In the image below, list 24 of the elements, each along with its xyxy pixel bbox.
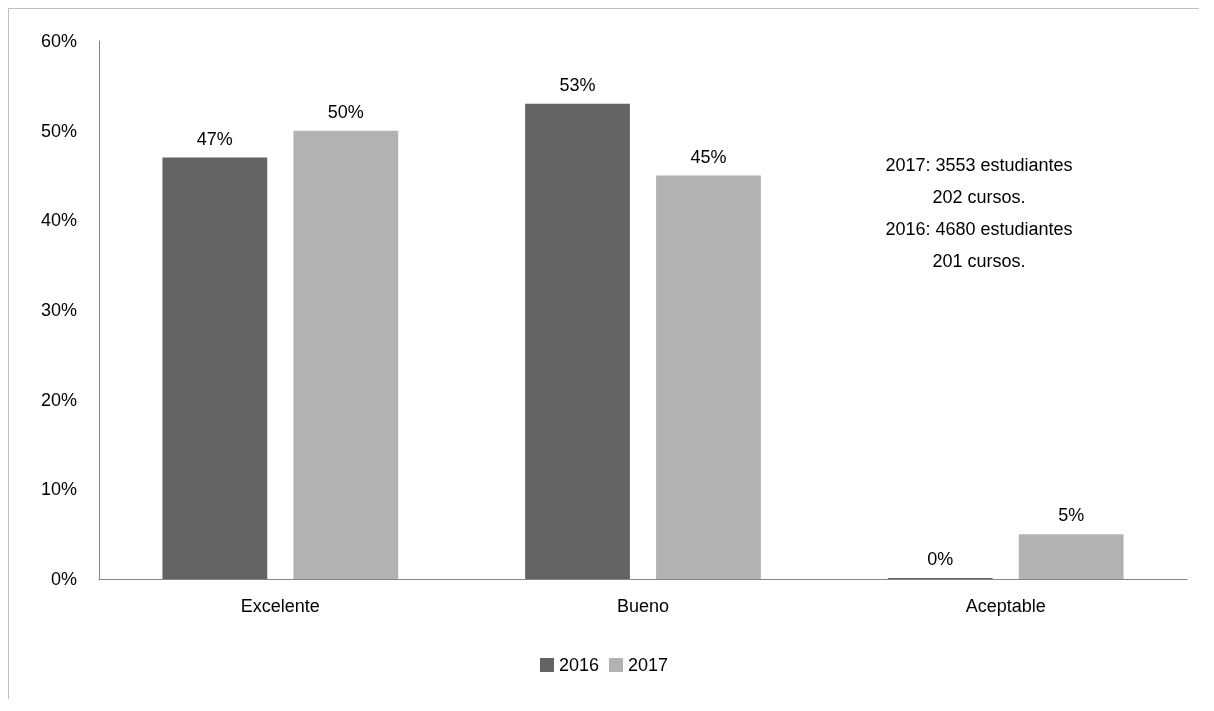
y-tick-label: 40% (40, 210, 77, 231)
y-tick-label: 0% (50, 569, 77, 589)
bar (293, 130, 399, 579)
legend-label: 2017 (628, 655, 669, 675)
data-label: 50% (327, 101, 364, 122)
data-label: 47% (196, 128, 233, 149)
data-label: 45% (690, 146, 727, 167)
x-tick-label: Excelente (240, 596, 320, 616)
data-label: 53% (559, 74, 596, 95)
y-tick-label: 60% (40, 31, 77, 51)
data-label: 0% (927, 549, 954, 569)
bar (1018, 534, 1124, 579)
bar (525, 103, 630, 579)
bar (162, 157, 268, 579)
x-tick-label: Aceptable (965, 596, 1046, 616)
data-label: 5% (1058, 505, 1085, 526)
y-tick-label: 20% (40, 389, 77, 410)
y-tick-label: 10% (40, 479, 77, 500)
legend-label: 2016 (558, 655, 599, 675)
bar (656, 175, 761, 579)
annotation: 2017: 3553 estudiantes 202 cursos. 2016: 4680 estudiantes 201 cursos. (885, 155, 1073, 271)
x-tick-label: Bueno (616, 596, 670, 616)
y-tick-label: 50% (40, 120, 77, 141)
y-tick-label: 30% (40, 300, 77, 320)
